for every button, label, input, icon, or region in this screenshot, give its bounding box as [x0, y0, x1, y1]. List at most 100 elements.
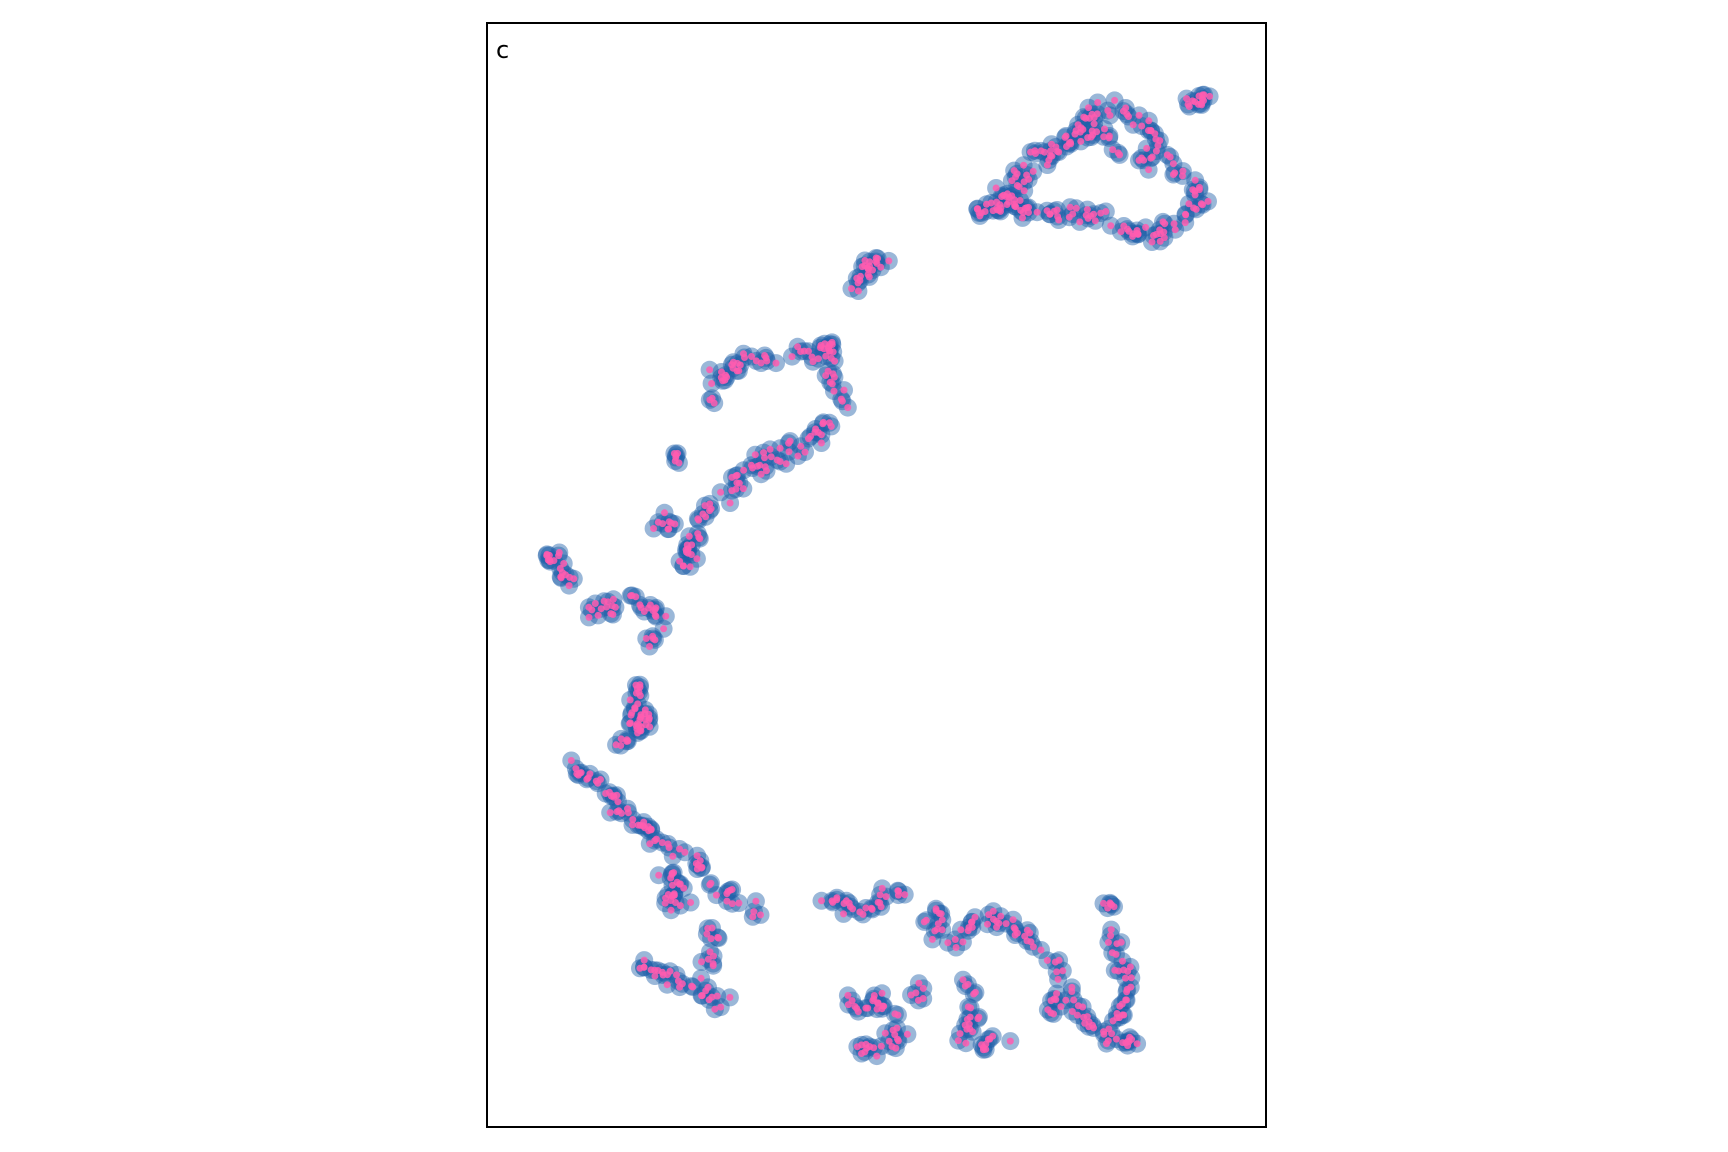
- scatter-point: [830, 387, 838, 395]
- scatter-point: [592, 777, 600, 785]
- scatter-point: [1025, 203, 1032, 211]
- scatter-point: [1122, 974, 1129, 982]
- scatter-point: [736, 361, 744, 369]
- scatter-point: [1113, 940, 1121, 948]
- scatter-point: [766, 445, 774, 453]
- scatter-point: [662, 894, 670, 902]
- scatter-point: [694, 530, 702, 538]
- scatter-point: [982, 1045, 990, 1053]
- scatter-point: [697, 974, 705, 982]
- scatter-point: [1142, 223, 1150, 231]
- scatter-point: [828, 380, 836, 388]
- scatter-point: [1068, 983, 1076, 991]
- scatter-point: [894, 891, 902, 899]
- scatter-point: [658, 968, 666, 976]
- scatter-point: [626, 719, 634, 727]
- scatter-point: [708, 993, 716, 1001]
- scatter-point: [982, 1040, 990, 1048]
- scatter-point: [1104, 938, 1112, 946]
- scatter-point: [728, 487, 736, 495]
- scatter-point: [672, 451, 680, 459]
- scatter-point: [1047, 147, 1055, 155]
- scatter-point: [673, 971, 680, 979]
- scatter-point: [661, 509, 668, 517]
- scatter-point: [1043, 956, 1051, 964]
- scatter-point: [636, 715, 644, 723]
- scatter-point: [557, 574, 565, 582]
- scatter-point: [609, 595, 617, 603]
- scatter-point: [1020, 187, 1028, 195]
- scatter-point: [1084, 214, 1092, 222]
- scatter-point: [594, 611, 602, 619]
- scatter-point: [1062, 996, 1070, 1004]
- scatter-point: [968, 918, 976, 926]
- scatter-point: [645, 710, 653, 718]
- scatter-point: [1114, 967, 1122, 975]
- scatter-point: [760, 449, 768, 457]
- scatter-point: [840, 900, 848, 907]
- scatter-point: [1076, 218, 1084, 226]
- scatter-point: [1171, 226, 1179, 234]
- scatter-point: [1090, 210, 1098, 218]
- scatter-point: [987, 199, 995, 207]
- scatter-point: [862, 904, 870, 912]
- scatter-point: [870, 1044, 878, 1052]
- scatter-point: [1033, 208, 1041, 216]
- scatter-point: [1073, 1011, 1081, 1019]
- scatter-point: [785, 448, 793, 456]
- scatter-point: [1145, 166, 1153, 174]
- scatter-point: [1112, 1035, 1120, 1043]
- scatter-point: [610, 793, 618, 801]
- scatter-point: [891, 1031, 899, 1039]
- scatter-point: [689, 983, 697, 991]
- scatter-point: [669, 852, 677, 860]
- scatter-point: [893, 1024, 901, 1032]
- scatter-point: [676, 880, 684, 888]
- scatter-point: [1057, 1003, 1065, 1011]
- scatter-point: [637, 604, 645, 612]
- scatter-point: [844, 1001, 852, 1009]
- scatter-point: [859, 910, 867, 918]
- scatter-point: [989, 907, 997, 915]
- scatter-point: [1126, 1033, 1134, 1041]
- scatter-point: [1113, 1014, 1121, 1022]
- scatter-point: [1079, 1003, 1087, 1011]
- scatter-point: [646, 601, 654, 609]
- scatter-point: [632, 593, 640, 601]
- scatter-point: [668, 870, 676, 878]
- scatter-point: [1023, 926, 1031, 934]
- scatter-point: [698, 992, 706, 1000]
- scatter-point: [1114, 149, 1122, 157]
- scatter-point: [713, 992, 721, 1000]
- scatter-point: [862, 1004, 870, 1012]
- scatter-point: [937, 910, 945, 918]
- scatter-point: [733, 367, 741, 375]
- scatter-point: [892, 1044, 900, 1052]
- scatter-point: [1093, 110, 1101, 118]
- scatter-point: [772, 359, 780, 367]
- scatter-point: [1106, 111, 1114, 119]
- scatter-point: [586, 770, 594, 778]
- scatter-point: [1054, 213, 1062, 220]
- scatter-point: [659, 520, 667, 528]
- scatter-point: [1169, 160, 1177, 168]
- scatter-point: [661, 899, 669, 907]
- scatter-point: [1005, 198, 1013, 206]
- scatter-point: [1123, 988, 1131, 996]
- scatter-point: [1195, 186, 1203, 194]
- scatter-point: [785, 439, 793, 447]
- scatter-point: [1016, 197, 1024, 204]
- scatter-point: [826, 340, 834, 348]
- scatter-point: [687, 899, 695, 906]
- scatter-point: [664, 525, 672, 533]
- scatter-point: [797, 442, 805, 450]
- scatter-point: [1053, 990, 1061, 998]
- scatter-point: [757, 911, 764, 919]
- panel-label: c: [496, 36, 509, 64]
- scatter-point: [1072, 204, 1080, 212]
- scatter-point: [1179, 172, 1186, 180]
- scatter-point: [652, 835, 660, 843]
- scatter-point: [706, 507, 714, 515]
- scatter-point: [565, 582, 573, 590]
- scatter-point: [735, 899, 743, 907]
